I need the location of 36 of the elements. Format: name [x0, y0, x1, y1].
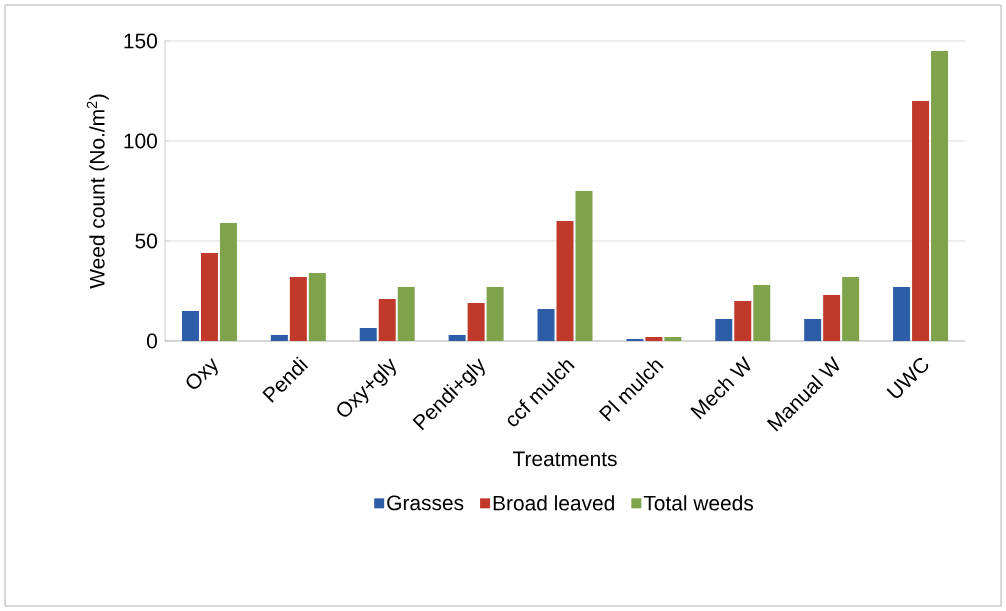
bar: [289, 277, 307, 341]
bar: [397, 287, 415, 341]
bar: [664, 337, 682, 341]
x-axis-title: Treatments: [512, 451, 617, 467]
bar: [378, 299, 396, 341]
x-tick-label: Oxy: [186, 357, 218, 389]
bar: [556, 221, 574, 341]
bar: [753, 285, 771, 341]
y-tick-label: 0: [147, 333, 158, 349]
legend-label: Total weeds: [643, 495, 754, 511]
bar: [270, 335, 288, 341]
bar: [200, 253, 218, 341]
bar: [734, 301, 752, 341]
legend-label: Broad leaved: [493, 495, 614, 511]
bar: [931, 51, 949, 341]
bar: [842, 277, 860, 341]
bar: [308, 273, 326, 341]
bar: [486, 287, 504, 341]
bar: [359, 328, 377, 341]
y-axis-title: Weed count (No./m$^{2}$): [86, 94, 109, 289]
legend-label: Grasses: [387, 495, 464, 511]
bar: [181, 311, 199, 341]
bar: [912, 101, 930, 341]
bar: [893, 287, 911, 341]
bar: [645, 337, 663, 341]
y-tick-label: 100: [124, 133, 157, 149]
bar: [467, 303, 485, 341]
bar: [823, 295, 841, 341]
bar: [448, 335, 466, 341]
bar: [715, 319, 733, 341]
bar: [575, 191, 593, 341]
y-tick-label: 150: [124, 33, 157, 49]
bar: [537, 309, 555, 341]
bar: [219, 223, 237, 341]
y-tick-label: 50: [135, 233, 157, 249]
bar: [804, 319, 822, 341]
